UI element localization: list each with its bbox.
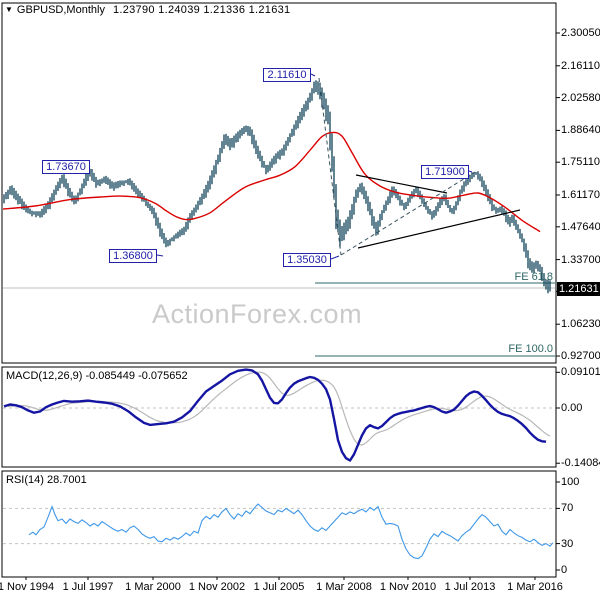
- macd-axis-label-0.00: 0.00: [561, 402, 583, 414]
- macd-panel[interactable]: [1, 366, 557, 468]
- fib-extension-61.8-label[interactable]: FE 61.8: [514, 271, 553, 283]
- price-axis-label-2.16110: 2.16110: [561, 59, 600, 72]
- rsi-axis-label-100: 100: [561, 476, 580, 488]
- symbol-period-label: GBPUSD,Monthly: [16, 4, 105, 16]
- price-callout-1.73670[interactable]: 1.73670: [42, 160, 90, 174]
- price-axis-label-1.47640: 1.47640: [561, 220, 600, 233]
- time-axis-label-1-Mar-2008: 1 Mar 2008: [316, 581, 372, 593]
- time-axis-label-1-Mar-2000: 1 Mar 2000: [125, 581, 181, 593]
- trendline-dashed-1[interactable]: [340, 171, 476, 256]
- moving-average-line[interactable]: [3, 131, 541, 233]
- price-axis-label-0.92700: 0.92700: [561, 350, 600, 363]
- rsi-axis-label-70: 70: [561, 502, 574, 515]
- price-axis-label-1.75110: 1.75110: [561, 156, 600, 169]
- current-price-tag: 1.21631: [557, 282, 600, 296]
- rsi-axis-label-0: 0: [561, 564, 568, 576]
- price-axis-label-1.61170: 1.61170: [561, 188, 600, 201]
- callout-connector-3: [330, 255, 340, 260]
- price-axis-label-1.06230: 1.06230: [561, 318, 600, 331]
- rsi-line[interactable]: [28, 503, 554, 560]
- price-callout-1.35030[interactable]: 1.35030: [283, 253, 331, 267]
- time-axis-label-1-Jul-1997: 1 Jul 1997: [62, 581, 114, 593]
- time-axis-label-1-Jul-2013: 1 Jul 2013: [444, 581, 496, 593]
- time-axis-label-1-Nov-1994: 1 Nov 1994: [0, 581, 55, 593]
- rsi-axis-label-30: 30: [561, 537, 574, 550]
- rsi-panel[interactable]: [1, 470, 557, 578]
- price-callout-1.36800[interactable]: 1.36800: [109, 249, 157, 263]
- time-axis-label-1-Nov-2002: 1 Nov 2002: [188, 581, 246, 593]
- price-callout-2.11610[interactable]: 2.11610: [263, 68, 311, 82]
- macd-axis-label--0.140843: -0.140843: [561, 457, 600, 470]
- callout-connector-1: [156, 254, 164, 257]
- price-callout-1.71900[interactable]: 1.71900: [421, 165, 469, 179]
- trendline-solid-1[interactable]: [357, 209, 521, 249]
- callout-connector-4: [468, 170, 473, 173]
- watermark: ActionForex.com: [152, 299, 363, 329]
- price-axis-label-2.30050: 2.30050: [561, 27, 600, 39]
- time-axis-label-1-Nov-2010: 1 Nov 2010: [379, 581, 437, 593]
- price-axis-label-1.88640: 1.88640: [561, 124, 600, 137]
- time-axis-label-1-Jul-2005: 1 Jul 2005: [253, 581, 305, 593]
- price-plot-area[interactable]: [2, 73, 556, 357]
- ohlc-bars: [3, 80, 551, 294]
- trendline-solid-0[interactable]: [355, 174, 448, 194]
- callout-connector-2: [310, 73, 316, 77]
- fib-extension-100-label[interactable]: FE 100.0: [508, 343, 553, 355]
- macd-indicator-label: MACD(12,26,9) -0.085449 -0.075652: [6, 370, 188, 382]
- price-axis-label-2.02580: 2.02580: [561, 91, 600, 104]
- rsi-plot-area[interactable]: [3, 503, 555, 560]
- macd-axis-label-0.091015: 0.091015: [561, 366, 600, 379]
- trendline-dashed-0[interactable]: [318, 77, 342, 256]
- price-axis-label-1.33700: 1.33700: [561, 253, 600, 266]
- macd-plot-area[interactable]: [3, 368, 555, 462]
- rsi-indicator-label: RSI(14) 28.7001: [6, 474, 87, 486]
- time-axis-label-1-Mar-2016: 1 Mar 2016: [507, 581, 563, 593]
- symbol-dropdown-icon[interactable]: ▼: [5, 5, 13, 14]
- chart-title: ▼ GBPUSD,Monthly 1.23790 1.24039 1.21336 1…: [5, 4, 290, 17]
- macd-main-line[interactable]: [3, 368, 547, 462]
- ohlc-values: 1.23790 1.24039 1.21336 1.21631: [112, 4, 291, 16]
